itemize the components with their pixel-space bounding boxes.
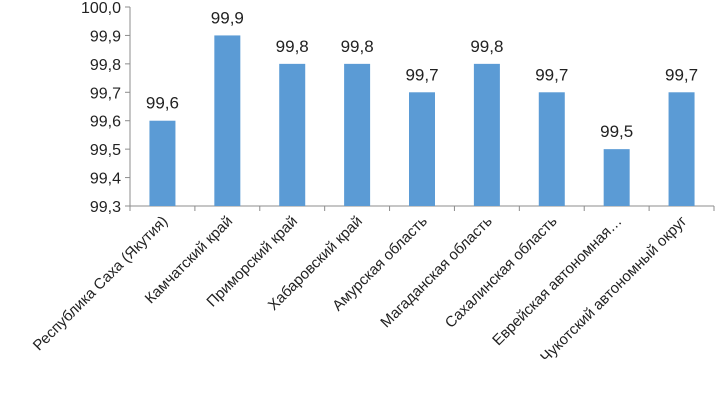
y-tick-label: 99,7 (90, 85, 121, 102)
y-tick-label: 99,8 (90, 57, 121, 74)
y-tick-label: 99,9 (90, 28, 121, 45)
data-label: 99,7 (405, 65, 438, 84)
data-label: 99,5 (600, 122, 633, 141)
data-label: 99,6 (146, 94, 179, 113)
bar (473, 63, 500, 206)
data-label: 99,8 (276, 37, 309, 56)
data-label: 99,8 (470, 37, 503, 56)
data-label: 99,9 (211, 8, 244, 27)
x-tick-label: Еврейская автономная… (489, 213, 625, 349)
bar (279, 63, 306, 206)
bar (668, 92, 695, 206)
bar (214, 35, 241, 206)
y-tick-label: 99,4 (90, 171, 121, 188)
data-label: 99,7 (535, 65, 568, 84)
x-tick-label: Республика Саха (Якутия) (30, 213, 171, 354)
bar (538, 92, 565, 206)
y-tick-label: 99,6 (90, 114, 121, 131)
data-label: 99,8 (341, 37, 374, 56)
data-label: 99,7 (665, 65, 698, 84)
y-tick-label: 100,0 (81, 0, 121, 17)
bar (409, 92, 435, 206)
y-tick-label: 99,5 (90, 142, 121, 159)
x-tick-label: Магаданская область (377, 213, 496, 332)
bar (603, 149, 630, 206)
bar (149, 120, 176, 206)
x-tick-label: Сахалинская область (442, 213, 561, 332)
bar (344, 63, 371, 206)
y-tick-label: 99,3 (90, 199, 121, 216)
